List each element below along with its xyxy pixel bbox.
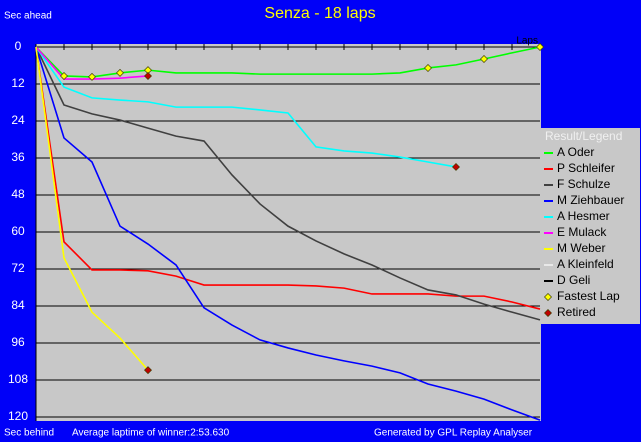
- point-marker: [144, 71, 152, 80]
- y-tick-label: 24: [11, 113, 25, 127]
- legend-marker: [544, 293, 552, 301]
- y-tick-label: 108: [8, 372, 28, 386]
- x-label: Laps: [516, 36, 538, 47]
- point-marker: [424, 63, 432, 72]
- series-line: [35, 46, 457, 168]
- point-marker: [144, 366, 152, 375]
- y-tick-label: 96: [11, 335, 25, 349]
- point-marker: [116, 68, 124, 77]
- point-marker: [480, 55, 488, 64]
- footer-right: Generated by GPL Replay Analyser: [374, 428, 533, 439]
- legend-marker: [544, 309, 552, 317]
- legend-label: F Schulze: [557, 177, 611, 191]
- y-tick-label: 60: [11, 224, 25, 238]
- point-marker: [452, 162, 460, 171]
- y-tick-label: 0: [15, 39, 22, 53]
- legend-label: Retired: [557, 305, 596, 319]
- y-tick-label: 48: [11, 187, 25, 201]
- series-line: [35, 46, 541, 321]
- y-label-bottom: Sec behind: [4, 428, 54, 439]
- y-tick-label: 12: [11, 76, 25, 90]
- footer-left: Average laptime of winner:2:53.630: [72, 428, 230, 439]
- chart-title: Senza - 18 laps: [264, 5, 375, 22]
- point-marker: [536, 43, 544, 51]
- legend-label: E Mulack: [557, 225, 607, 239]
- y-tick-label: 120: [8, 409, 28, 423]
- point-marker: [88, 72, 96, 81]
- legend-label: A Oder: [557, 145, 594, 159]
- legend-title: Result/Legend: [545, 129, 622, 143]
- legend-box: [541, 128, 640, 324]
- point-marker: [60, 71, 68, 80]
- legend-label: M Weber: [557, 241, 605, 255]
- legend-label: Fastest Lap: [557, 289, 620, 303]
- series-line: [35, 46, 541, 421]
- legend-label: A Kleinfeld: [557, 257, 614, 271]
- legend-label: P Schleifer: [557, 161, 615, 175]
- legend-label: A Hesmer: [557, 209, 610, 223]
- y-tick-label: 72: [11, 261, 25, 275]
- series-line: [35, 46, 149, 371]
- series-line: [35, 46, 541, 310]
- y-label-top: Sec ahead: [4, 11, 52, 22]
- y-tick-label: 36: [11, 150, 25, 164]
- legend-label: M Ziehbauer: [557, 193, 624, 207]
- y-tick-label: 84: [11, 298, 25, 312]
- legend-label: D Geli: [557, 273, 590, 287]
